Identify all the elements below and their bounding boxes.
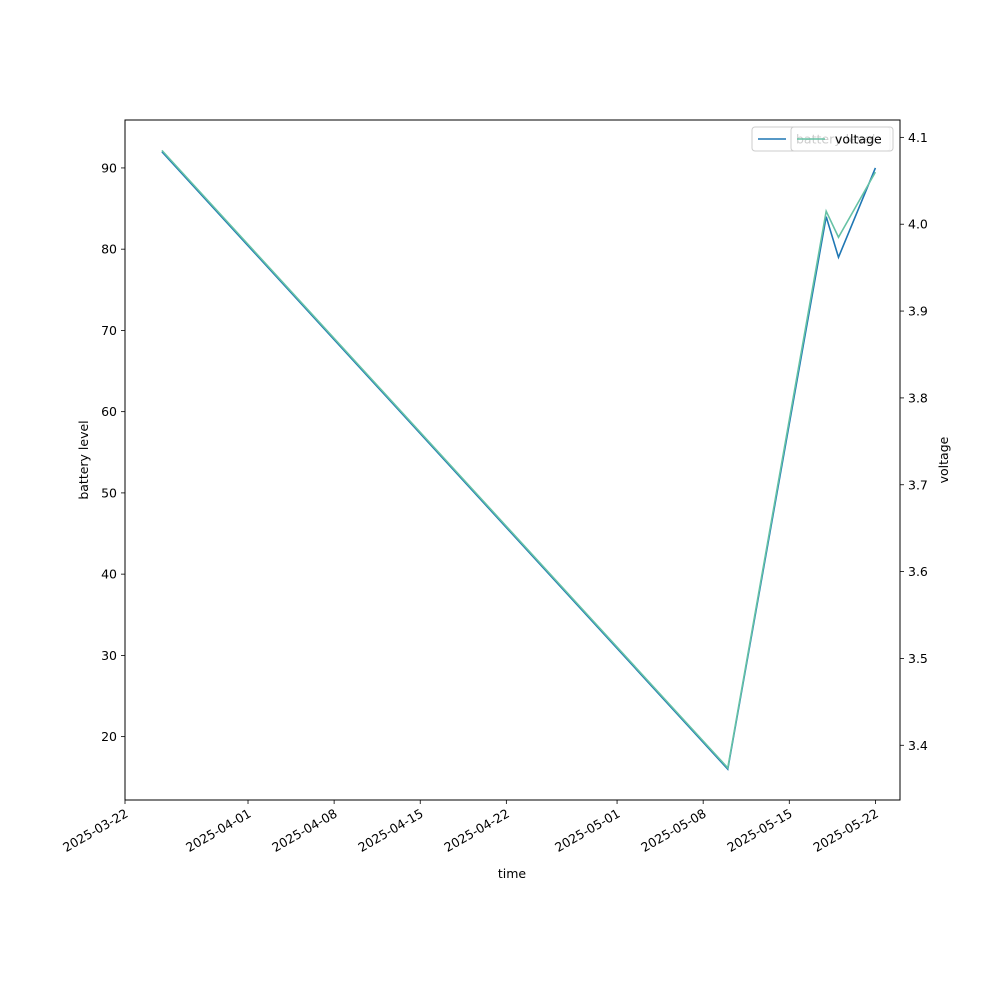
series-line (161, 149, 877, 770)
legend-label: voltage (835, 132, 882, 147)
y-tick-label: 40 (101, 567, 117, 582)
y-tick-label: 50 (101, 485, 117, 500)
y-axis-label: battery level (76, 420, 91, 499)
y-tick-label: 30 (101, 648, 117, 663)
y2-tick-label: 3.8 (908, 390, 928, 405)
x-tick-label: 2025-05-01 (552, 806, 622, 855)
y2-tick-label: 4.1 (908, 130, 928, 145)
x-tick-label: 2025-04-01 (183, 806, 253, 855)
y2-tick-label: 3.9 (908, 304, 928, 319)
y-tick-label: 70 (101, 323, 117, 338)
x-tick-label: 2025-05-15 (724, 806, 794, 855)
y-tick-label: 80 (101, 242, 117, 257)
y2-tick-label: 3.7 (908, 477, 928, 492)
x-tick-label: 2025-05-08 (638, 806, 708, 855)
x-tick-label: 2025-05-22 (810, 806, 880, 855)
legend: voltage (790, 126, 894, 152)
y2-tick-label: 3.6 (908, 564, 928, 579)
plot-frame (124, 119, 901, 801)
y2-tick-label: 3.5 (908, 651, 928, 666)
y2-tick-label: 4.0 (908, 217, 928, 232)
legend-box (790, 126, 894, 152)
y-tick-label: 60 (101, 404, 117, 419)
y-tick-label: 90 (101, 160, 117, 175)
y2-axis-label: voltage (936, 436, 951, 483)
y-tick-label: 20 (101, 729, 117, 744)
x-tick-label: 2025-04-22 (441, 806, 511, 855)
x-axis-label: time (498, 866, 527, 881)
x-tick-label: 2025-03-22 (60, 806, 130, 855)
x-tick-label: 2025-04-15 (355, 806, 425, 855)
x-tick-label: 2025-04-08 (269, 806, 339, 855)
y2-tick-label: 3.4 (908, 738, 928, 753)
series-line (161, 151, 877, 771)
